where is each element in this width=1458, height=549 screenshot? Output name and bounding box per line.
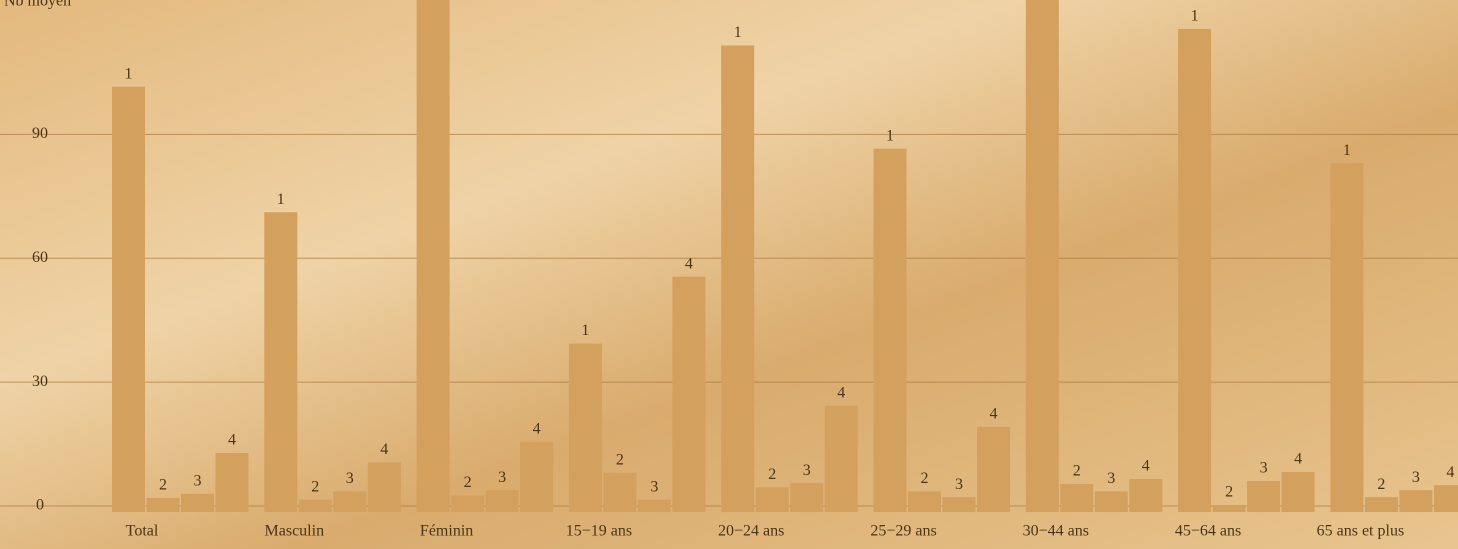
bar-label: 3 xyxy=(194,473,202,490)
bar-label: 2 xyxy=(311,478,319,495)
bar xyxy=(146,497,180,512)
x-tick-label: 25−29 ans xyxy=(870,523,936,540)
bar-label: 4 xyxy=(533,420,541,437)
bar-label: 1 xyxy=(277,191,285,208)
bar xyxy=(367,462,401,512)
bar xyxy=(1433,485,1458,512)
bar xyxy=(721,45,755,513)
bar xyxy=(112,86,145,512)
y-tick-label: 90 xyxy=(32,125,48,142)
bar-label: 3 xyxy=(1260,460,1268,477)
bar-label: 4 xyxy=(1446,464,1454,481)
y-axis-label: Nb moyen xyxy=(4,0,71,10)
bar-label: 3 xyxy=(498,469,506,486)
bar xyxy=(603,472,637,512)
bar-label: 4 xyxy=(380,441,388,458)
bar xyxy=(1178,28,1212,512)
bar xyxy=(672,276,706,512)
bar xyxy=(264,212,298,513)
bar-label: 2 xyxy=(464,474,472,491)
bar-label: 1 xyxy=(581,322,589,339)
bar-label: 2 xyxy=(1225,484,1233,501)
bar-label: 3 xyxy=(1107,470,1115,487)
bar xyxy=(1364,497,1398,512)
y-tick-label: 60 xyxy=(32,249,48,266)
bar xyxy=(1399,490,1433,512)
bar-label: 4 xyxy=(990,406,998,423)
bar xyxy=(790,483,824,512)
bar-label: 3 xyxy=(1412,469,1420,486)
bar xyxy=(977,426,1010,512)
bar-label: 2 xyxy=(159,477,167,494)
bar xyxy=(451,495,485,512)
x-tick-label: Féminin xyxy=(420,523,473,540)
bar xyxy=(568,343,602,512)
bar xyxy=(908,491,941,512)
bar-label: 3 xyxy=(803,462,811,479)
bar xyxy=(485,490,519,512)
bar xyxy=(942,497,976,512)
bar xyxy=(873,148,907,513)
bar-label: 3 xyxy=(346,470,354,487)
bar-label: 1 xyxy=(734,24,742,41)
bar xyxy=(416,0,450,512)
bar-label: 3 xyxy=(955,476,963,493)
bar xyxy=(520,441,554,512)
bar-label: 1 xyxy=(1191,8,1199,25)
bar xyxy=(1330,163,1364,512)
x-tick-label: 30−44 ans xyxy=(1023,523,1089,540)
bar-label: 1 xyxy=(1343,142,1351,159)
bar-label: 1 xyxy=(125,65,133,82)
bar xyxy=(1247,481,1281,512)
x-tick-label: Total xyxy=(126,523,159,540)
bar xyxy=(824,405,858,512)
bar xyxy=(637,499,671,512)
x-tick-label: Masculin xyxy=(265,523,325,540)
bar xyxy=(1060,483,1094,512)
x-tick-label: 65 ans et plus xyxy=(1317,523,1405,540)
bar-label: 1 xyxy=(886,127,894,144)
bar-label: 4 xyxy=(228,432,236,449)
bar-label: 2 xyxy=(616,451,624,468)
bar xyxy=(1212,504,1246,512)
bar xyxy=(181,493,214,512)
bar-label: 4 xyxy=(1142,458,1150,475)
bar-label: 4 xyxy=(1294,451,1302,468)
bar xyxy=(215,452,249,512)
bar xyxy=(333,491,367,512)
bar xyxy=(1094,491,1128,512)
bar-label: 2 xyxy=(1073,463,1081,480)
bar-label: 2 xyxy=(921,470,929,487)
x-tick-label: 45−64 ans xyxy=(1175,523,1241,540)
bar-label: 4 xyxy=(837,385,845,402)
bar xyxy=(298,499,332,512)
bar xyxy=(1281,471,1315,512)
y-tick-label: 0 xyxy=(36,497,44,514)
bar-label: 4 xyxy=(685,255,693,272)
bar-label: 3 xyxy=(650,478,658,495)
bar xyxy=(1129,478,1163,512)
y-tick-label: 30 xyxy=(32,373,48,390)
bar xyxy=(1025,0,1059,512)
bar-label: 2 xyxy=(768,466,776,483)
x-tick-label: 15−19 ans xyxy=(566,523,632,540)
bar-label: 2 xyxy=(1377,476,1385,493)
x-tick-label: 20−24 ans xyxy=(718,523,784,540)
bar xyxy=(755,487,789,512)
